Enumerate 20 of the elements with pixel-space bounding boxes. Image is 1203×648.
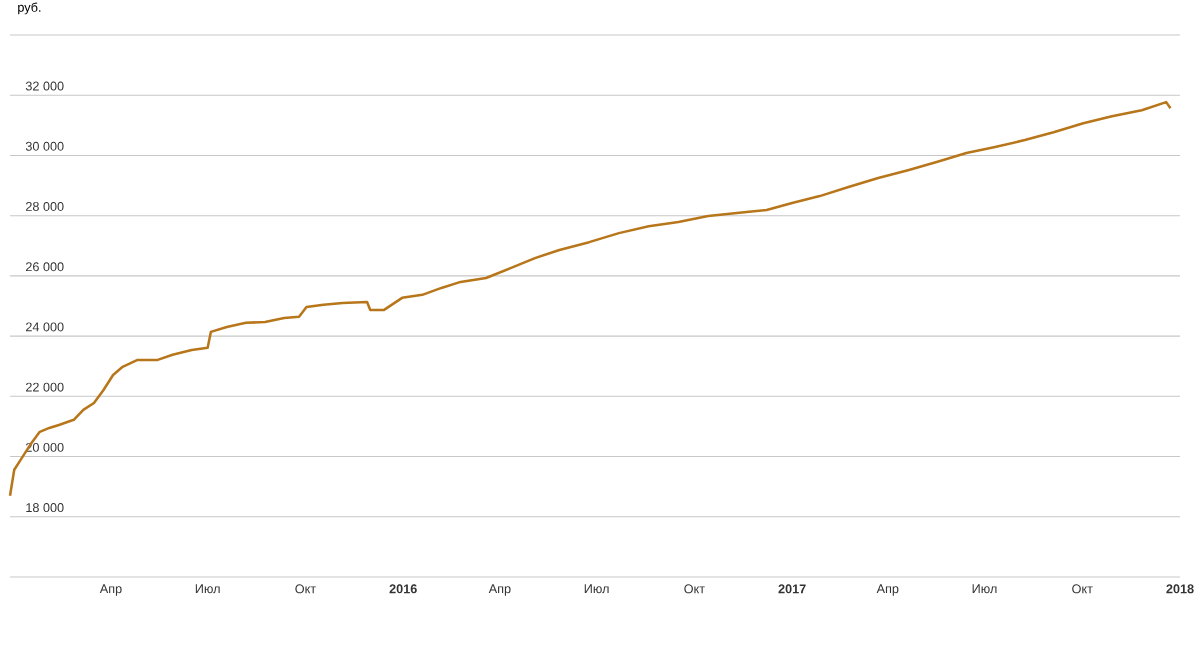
y-axis-title: руб.	[18, 2, 41, 15]
x-tick-label: Июл	[195, 584, 220, 594]
y-tick-label: 28 000	[26, 201, 64, 211]
x-tick-label: Окт	[684, 584, 705, 594]
y-tick-label: 32 000	[25, 81, 64, 91]
x-tick-label: Апр	[876, 584, 899, 596]
y-tick-label: 22 000	[26, 382, 64, 392]
x-tick-label: 2016	[389, 584, 417, 594]
x-tick-label: 2018	[1166, 584, 1194, 594]
y-tick-label: 24 000	[26, 322, 64, 332]
x-tick-label: Июл	[972, 584, 997, 594]
y-tick-label: 30 000	[25, 141, 64, 151]
y-tick-label: 26 000	[26, 262, 64, 272]
y-tick-label: 18 000	[26, 503, 64, 513]
x-tick-label: Июл	[584, 584, 609, 594]
x-tick-label: Окт	[1072, 584, 1093, 594]
x-tick-label: 2017	[778, 584, 806, 594]
x-tick-label: Апр	[99, 584, 122, 596]
x-tick-label: Окт	[295, 584, 316, 594]
x-tick-label: Апр	[488, 584, 511, 596]
